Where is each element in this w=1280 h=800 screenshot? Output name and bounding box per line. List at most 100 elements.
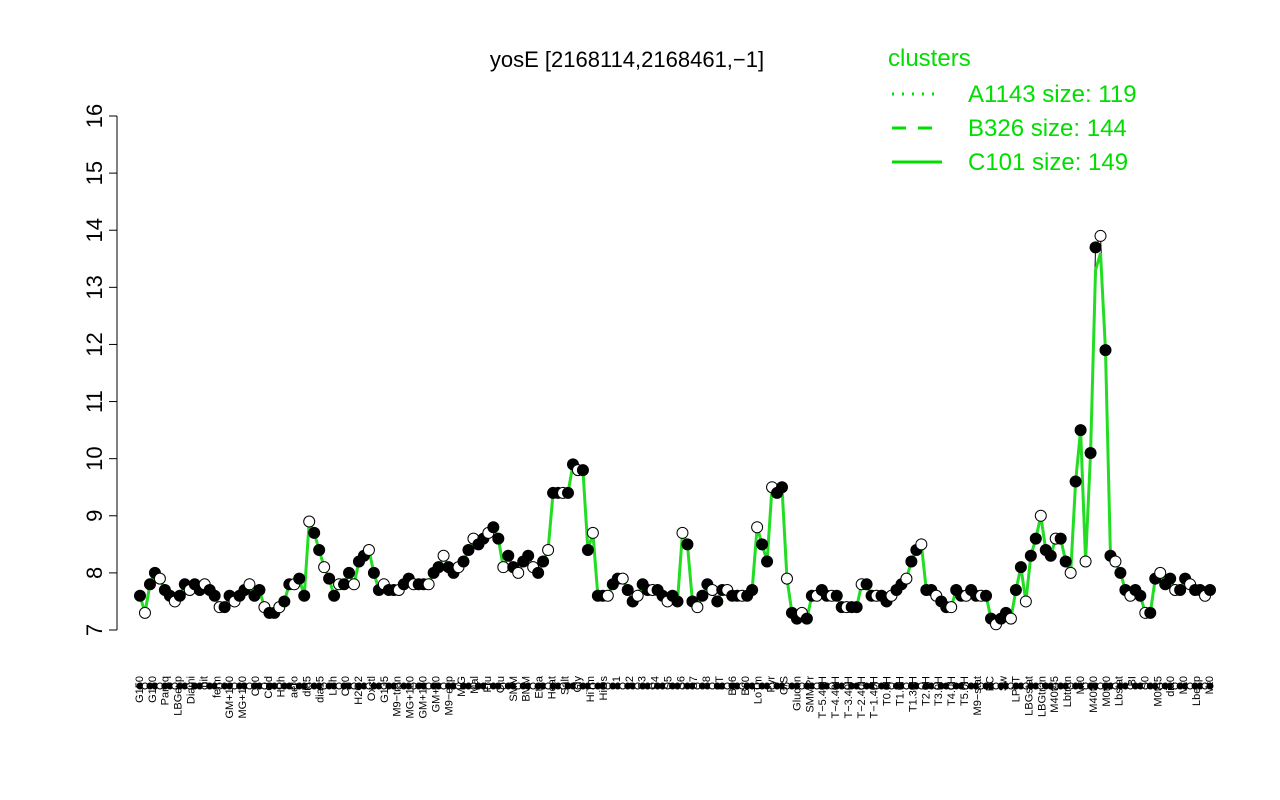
data-point	[367, 566, 380, 579]
x-tick-label: BC	[985, 676, 997, 691]
data-point	[746, 584, 759, 597]
x-tick-label: MG+150	[237, 676, 249, 719]
y-tick-label: 15	[82, 161, 107, 185]
data-point	[1009, 584, 1022, 597]
x-tick-label: M9−exp	[443, 676, 455, 715]
data-point	[303, 515, 316, 528]
x-tick-label: M/G	[456, 676, 468, 697]
data-point	[581, 544, 594, 557]
x-tick-label: BMM	[521, 676, 533, 702]
y-tick-label: 14	[82, 218, 107, 242]
x-tick-label: T0.0H	[882, 676, 894, 706]
x-tick-label: Paraq	[160, 676, 172, 705]
data-point	[492, 532, 505, 545]
x-tick-label: T1.0H	[895, 676, 907, 706]
x-tick-label: S0	[1139, 676, 1151, 689]
x-tick-label: S6	[675, 676, 687, 689]
data-point	[512, 566, 525, 579]
x-tick-label: C90	[250, 676, 262, 696]
data-point	[1044, 549, 1057, 562]
x-tick-label: Heat	[546, 676, 558, 699]
y-tick-label: 13	[82, 275, 107, 299]
data-point	[706, 584, 719, 597]
x-tick-label: T−1.40H	[869, 676, 881, 719]
chart-points	[134, 229, 1216, 631]
y-tick-label: 12	[82, 332, 107, 356]
x-tick-label: T5.0H	[959, 676, 971, 706]
data-point	[1094, 229, 1107, 242]
data-point	[1164, 572, 1177, 585]
x-tick-label: B36	[727, 676, 739, 696]
data-point	[457, 555, 470, 568]
data-point	[1204, 584, 1216, 597]
x-tick-label: Mt0	[1178, 676, 1190, 694]
data-point	[462, 544, 475, 557]
data-point	[497, 561, 510, 574]
legend-entry-label: C101 size: 149	[968, 149, 1128, 176]
data-point	[621, 584, 634, 597]
x-tick-label: Gly	[572, 676, 584, 693]
x-tick-label: H2O2	[353, 676, 365, 705]
data-point	[432, 561, 445, 574]
x-tick-label: B60	[740, 676, 752, 696]
data-point	[1064, 566, 1077, 579]
x-tick-label: G/S	[778, 676, 790, 695]
x-tick-label: T−5.40H	[817, 676, 829, 719]
x-tick-label: Lbstat	[1114, 676, 1126, 706]
x-tick-label: M0t45	[1152, 676, 1164, 707]
data-point	[343, 566, 356, 579]
data-point	[502, 549, 515, 562]
x-tick-label: S3	[637, 676, 649, 689]
y-tick-label: 10	[82, 446, 107, 470]
x-tick-label: M40t45	[1049, 676, 1061, 713]
x-tick-label: T2.0H	[920, 676, 932, 706]
data-point	[1079, 555, 1092, 568]
x-tick-label: G135	[379, 676, 391, 703]
x-tick-label: Mt0	[1204, 676, 1216, 694]
y-tick-label: 9	[82, 510, 107, 522]
data-point	[338, 578, 351, 591]
rug-mark	[1206, 682, 1214, 690]
x-tick-label: Mt0	[1075, 676, 1087, 694]
x-tick-label: S8	[701, 676, 713, 689]
y-tick-label: 8	[82, 567, 107, 579]
x-tick-label: LoTm	[753, 676, 765, 704]
data-point	[1174, 584, 1187, 597]
data-point	[905, 555, 918, 568]
data-point	[1109, 555, 1122, 568]
data-point	[562, 486, 574, 499]
legend-title: clusters	[888, 45, 971, 72]
series-line-green	[138, 252, 1212, 627]
data-point	[711, 595, 724, 608]
x-tick-label: GM+150	[224, 676, 236, 719]
data-point	[298, 589, 311, 602]
data-point	[915, 538, 928, 551]
data-point	[900, 572, 913, 585]
data-point	[308, 526, 321, 539]
x-tick-label: T−3.40H	[843, 676, 855, 719]
x-tick-label: C30	[340, 676, 352, 696]
x-tick-label: MG+120	[405, 676, 417, 719]
data-point	[1014, 561, 1027, 574]
x-tick-label: M40t90	[1088, 676, 1100, 713]
data-point	[1089, 241, 1102, 254]
chart-title: yosE [2168114,2168461,−1]	[490, 47, 764, 72]
x-tick-label: M9−tran	[392, 676, 404, 717]
x-tick-label: BI	[1127, 676, 1139, 686]
x-tick-labels: G150 G180 Paraq LBGexp Diami nit ferm GM+150 MG+…	[134, 675, 1216, 718]
x-tick-label: M9−stat	[972, 676, 984, 715]
data-point	[143, 578, 156, 591]
data-point	[945, 601, 958, 614]
data-point	[328, 589, 341, 602]
data-point	[522, 549, 535, 562]
data-point	[1059, 555, 1072, 568]
x-tick-label: LPh	[327, 676, 339, 696]
x-tick-label: T−4.40H	[830, 676, 842, 719]
x-tick-label: Oxctl	[366, 676, 378, 701]
data-point	[153, 572, 166, 585]
x-tick-label: BT	[714, 676, 726, 690]
data-point	[1004, 612, 1017, 625]
legend-entry-label: B326 size: 144	[968, 115, 1127, 142]
x-tick-label: HiTm	[585, 676, 597, 702]
chart-lines	[138, 235, 1212, 627]
